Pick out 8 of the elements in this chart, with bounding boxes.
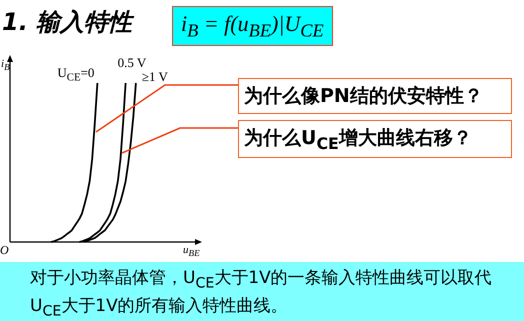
annotation: 为什么U$_{CE}$增大曲线右移？ <box>238 120 512 158</box>
annotation: O <box>0 243 9 258</box>
subtitle: i$_{B}$ = f(u$_{BE}$)|U$_{CE}$ <box>172 6 333 46</box>
annotation: 对于小功率晶体管，U$_{CE}$大于1V的一条输入特性曲线可以取代U$_{CE}$大于1V的所有输入特性曲线。 <box>30 267 493 321</box>
title: 1. 输入特性 <box>2 7 132 38</box>
annotation: 为什么像PN结的伏安特性？ <box>238 78 512 114</box>
ylabel: i$_{B}$ <box>1 58 10 72</box>
xlabel: u$_{BE}$ <box>183 244 200 258</box>
